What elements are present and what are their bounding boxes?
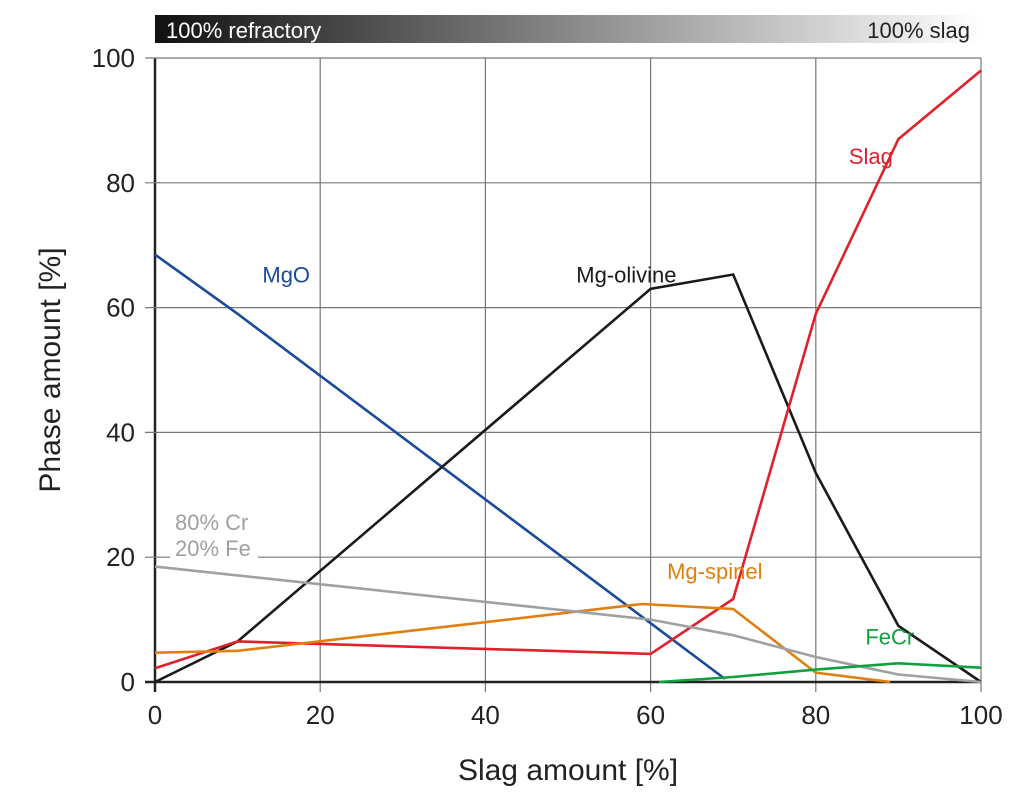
y-tick-label: 0: [121, 667, 135, 697]
gradient-bar: [155, 15, 981, 43]
x-tick-label: 60: [636, 700, 665, 730]
y-tick-label: 40: [106, 417, 135, 447]
series-line-fecr: [658, 661, 982, 684]
series-line-mgo: [154, 253, 726, 680]
y-tick-label: 20: [106, 542, 135, 572]
x-tick-label: 80: [801, 700, 830, 730]
series-line-mg-olivine: [154, 273, 982, 684]
y-axis-label: Phase amount [%]: [34, 247, 67, 492]
series-line-80-cr-20-fe: [154, 565, 982, 684]
series-label-crfe: 20% Fe: [175, 536, 251, 561]
series-label: Slag: [849, 144, 893, 169]
series-label: Mg-olivine: [576, 263, 676, 288]
x-axis-label: Slag amount [%]: [458, 754, 678, 787]
x-tick-label: 100: [959, 700, 1002, 730]
x-tick-label: 20: [306, 700, 335, 730]
label-background: [170, 536, 258, 562]
series-label: FeCr: [865, 625, 914, 650]
series-line-mg-spinel: [154, 602, 891, 684]
label-background: [170, 508, 258, 534]
gradient-right-label: 100% slag: [867, 18, 970, 43]
gradient-left-label: 100% refractory: [166, 18, 321, 43]
series-line-slag: [154, 69, 982, 670]
series-label-crfe: 80% Cr: [175, 510, 248, 535]
y-tick-label: 60: [106, 293, 135, 323]
x-tick-label: 0: [148, 700, 162, 730]
series-label: Mg-spinel: [667, 559, 762, 584]
y-tick-label: 100: [92, 43, 135, 73]
x-tick-label: 40: [471, 700, 500, 730]
y-tick-label: 80: [106, 168, 135, 198]
series-label: MgO: [262, 263, 310, 288]
